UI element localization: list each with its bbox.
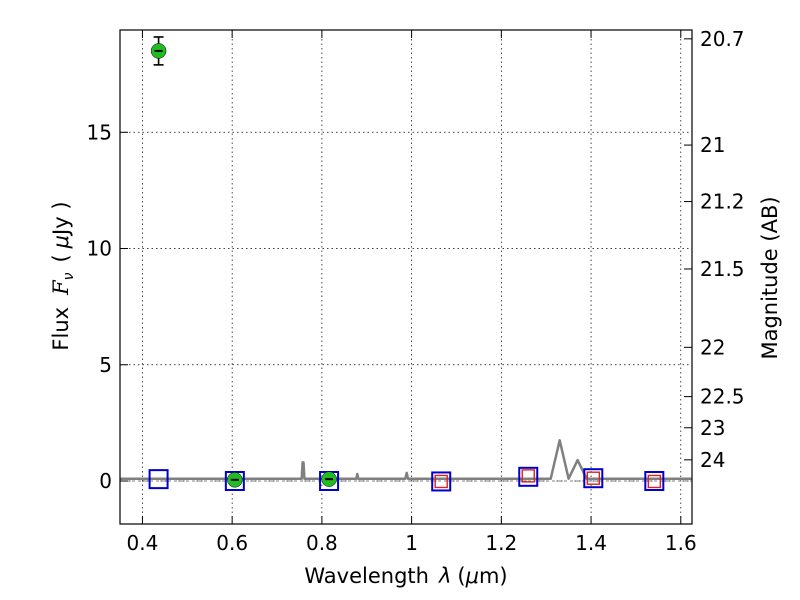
x-axis-label: Wavelength λ (μm) (304, 564, 507, 588)
blue-square-marker (224, 470, 245, 491)
y2-tick-label: 20.7 (700, 27, 745, 51)
y2-tick-label: 22.5 (700, 385, 745, 409)
x-tick-label: 1.4 (575, 531, 607, 555)
y-tick-label: 15 (87, 120, 112, 144)
blue-square-marker (431, 471, 452, 492)
y-axis-label-unit-mu: μ (49, 235, 73, 249)
blue-square-marker (148, 469, 169, 490)
y-axis-label-text: Flux (49, 307, 73, 351)
y-axis-label-subscript: ν (61, 272, 77, 280)
y-tick-label: 5 (99, 353, 112, 377)
y-axis-label-unit-open: ( (49, 254, 73, 262)
x-tick-label: 0.4 (127, 531, 159, 555)
x-tick-label: 1.2 (485, 531, 517, 555)
y-tick-label: 10 (87, 237, 112, 261)
y-tick-label: 0 (99, 469, 112, 493)
y2-tick-label: 21.2 (700, 190, 745, 214)
x-tick-label: 1.6 (665, 531, 697, 555)
y-axis-label-unit-rest: Jy ) (49, 201, 73, 237)
blue-square-marker (644, 470, 665, 491)
x-tick-label: 1 (405, 531, 418, 555)
y2-tick-label: 22 (700, 335, 725, 359)
plot-series (120, 36, 692, 492)
x-tick-label: 0.8 (306, 531, 338, 555)
y-axis-label: Flux Fν ( μJy ) (49, 201, 77, 350)
y-axis-label-symbol: F (49, 279, 73, 296)
red-square-marker (586, 471, 601, 485)
x-axis-label-text: Wavelength (304, 564, 429, 588)
y2-tick-label: 21 (700, 133, 725, 157)
blue-square-marker (518, 466, 539, 487)
y2-tick-label: 21.5 (700, 257, 745, 281)
x-tick-label: 0.6 (216, 531, 248, 555)
red-square-marker (647, 474, 662, 489)
x-axis-label-unit-rest: m) (479, 564, 508, 588)
y2-tick-label: 24 (700, 448, 725, 472)
x-axis-label-symbol: λ (438, 564, 451, 588)
plot-frame (119, 29, 693, 525)
red-square-marker (434, 474, 448, 489)
x-axis-label-unit-open: ( (457, 564, 465, 588)
axis-ticks: 0.4 0.6 0.8 1 1.2 1.4 1.6 0 5 10 15 20.7 21 21.2 21.5 2… (87, 27, 745, 555)
y2-axis-label: Magnitude (AB) (758, 196, 782, 359)
grid-lines (120, 30, 692, 524)
red-square-marker (521, 469, 535, 483)
model-spectrum-line (120, 439, 692, 480)
y2-tick-label: 23 (700, 416, 725, 440)
blue-square-marker (583, 468, 604, 489)
x-axis-label-unit-mu: μ (465, 564, 479, 588)
